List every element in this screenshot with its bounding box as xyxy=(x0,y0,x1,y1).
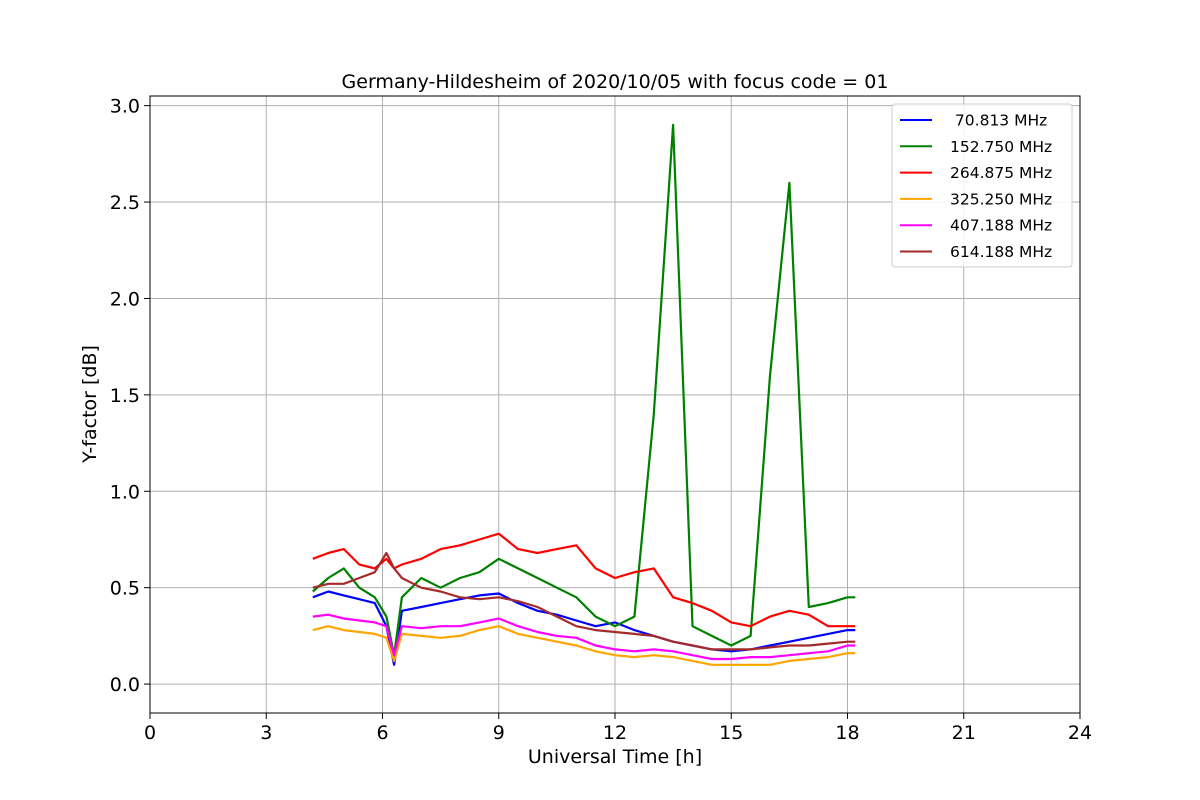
legend: 70.813 MHz 152.750 MHz 264.875 MHz 325.250 … xyxy=(891,103,1073,268)
x-tick-label: 9 xyxy=(493,722,505,744)
x-tick-label: 18 xyxy=(835,722,859,744)
series-line-4 xyxy=(312,625,856,666)
series-group xyxy=(312,123,856,666)
x-tick-label: 24 xyxy=(1068,722,1092,744)
y-tick-label: 2.0 xyxy=(110,288,140,310)
y-tick-label: 3.0 xyxy=(110,96,140,118)
x-axis-label: Universal Time [h] xyxy=(528,746,702,768)
legend-label: 70.813 MHz xyxy=(950,112,1047,130)
x-tick-label: 6 xyxy=(376,722,388,744)
y-tick-label: 0.0 xyxy=(110,674,140,696)
y-tick-label: 1.0 xyxy=(110,481,140,503)
y-tick-label: 1.5 xyxy=(110,385,140,407)
y-tick-label: 0.5 xyxy=(110,578,140,600)
series-line-5 xyxy=(312,613,856,661)
y-tick-label: 2.5 xyxy=(110,192,140,214)
series-line-3 xyxy=(312,532,856,628)
x-tick-label: 15 xyxy=(719,722,743,744)
y-axis-ticks: 0.0 0.5 1.0 1.5 2.0 2.5 3.0 xyxy=(110,96,150,696)
legend-box xyxy=(891,103,1073,268)
legend-label: 264.875 MHz xyxy=(950,164,1052,182)
legend-label: 152.750 MHz xyxy=(950,138,1052,156)
chart-title: Germany-Hildesheim of 2020/10/05 with fo… xyxy=(342,71,889,93)
legend-label: 325.250 MHz xyxy=(950,190,1052,208)
x-tick-label: 3 xyxy=(260,722,272,744)
legend-label: 614.188 MHz xyxy=(950,243,1052,261)
legend-label: 407.188 MHz xyxy=(950,217,1052,235)
series-line-2 xyxy=(312,123,856,657)
x-tick-label: 21 xyxy=(952,722,976,744)
series-line-6 xyxy=(312,551,856,651)
x-axis-ticks: 0 3 6 9 12 15 18 21 24 xyxy=(144,713,1092,744)
y-axis-label: Y-factor [dB] xyxy=(79,345,101,464)
x-tick-label: 12 xyxy=(603,722,627,744)
x-tick-label: 0 xyxy=(144,722,156,744)
